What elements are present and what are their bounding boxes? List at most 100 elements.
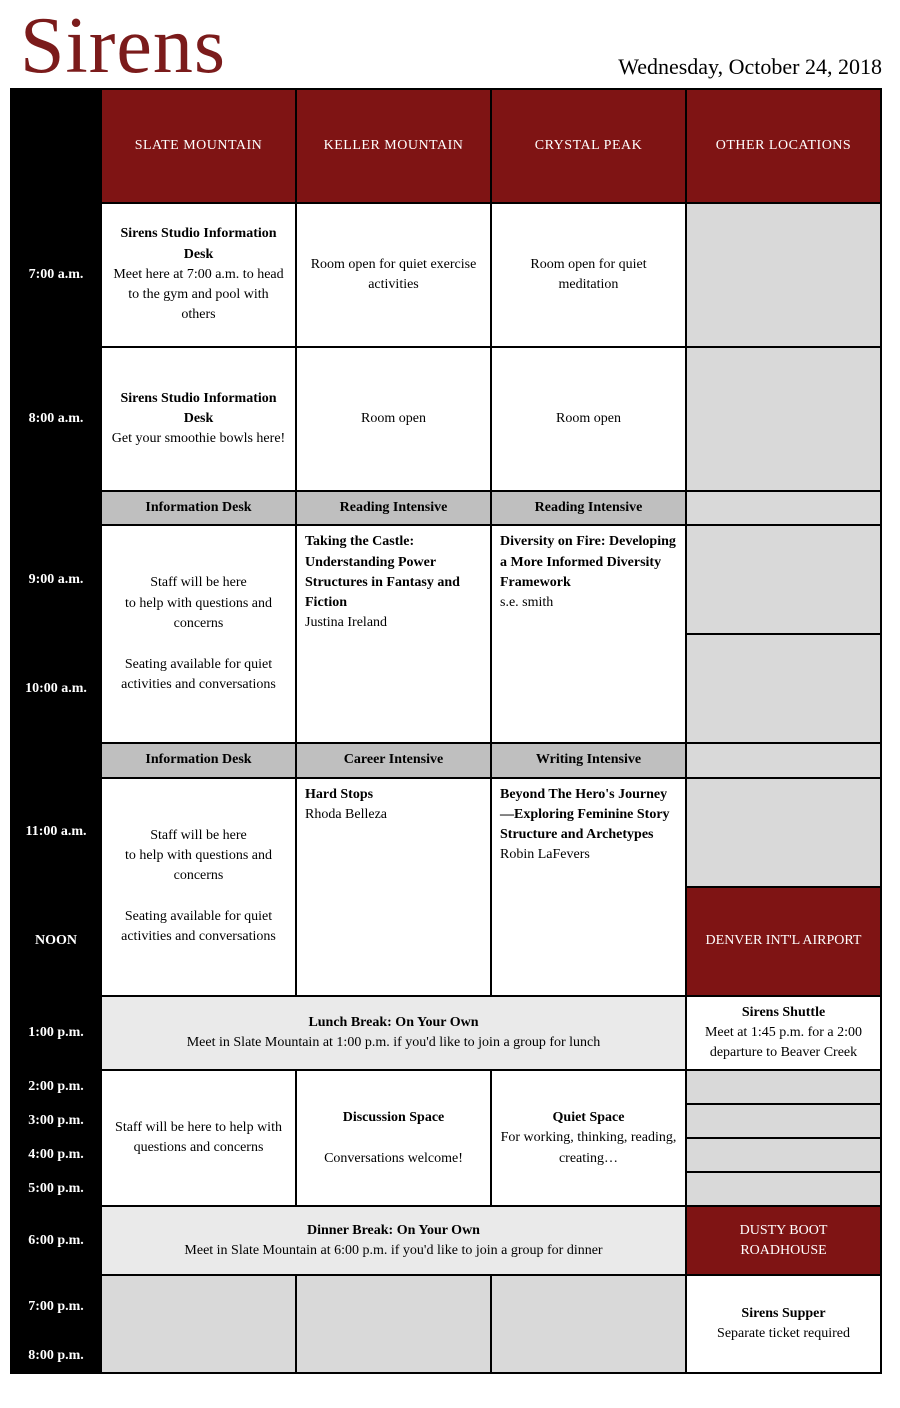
- time-1800: 6:00 p.m.: [11, 1206, 101, 1275]
- keller-0900-presenter: Justina Ireland: [305, 615, 387, 630]
- band-row-1: Information Desk Reading Intensive Readi…: [11, 491, 881, 525]
- other-1400: [686, 1070, 881, 1104]
- band1-keller: Reading Intensive: [296, 491, 491, 525]
- col-crystal: CRYSTAL PEAK: [491, 89, 686, 203]
- keller-0900: Taking the Castle: Understanding Power S…: [296, 525, 491, 743]
- time-0700: 7:00 a.m.: [11, 203, 101, 347]
- time-noon: NOON: [11, 887, 101, 996]
- other-1100: [686, 778, 881, 887]
- keller-0900-title: Taking the Castle: Understanding Power S…: [305, 534, 460, 610]
- slate-0700: Sirens Studio Information Desk Meet here…: [101, 203, 296, 347]
- band1-time: [11, 491, 101, 525]
- keller-afternoon: Discussion Space Conversations welcome!: [296, 1070, 491, 1206]
- lunch-cell: Lunch Break: On Your Own Meet in Slate M…: [101, 996, 686, 1071]
- keller-1100-presenter: Rhoda Belleza: [305, 807, 387, 822]
- slate-0800-title: Sirens Studio Information Desk: [120, 391, 276, 426]
- lunch-title: Lunch Break: On Your Own: [308, 1015, 478, 1030]
- other-1500: [686, 1104, 881, 1138]
- keller-1100-title: Hard Stops: [305, 787, 373, 802]
- band-row-2: Information Desk Career Intensive Writin…: [11, 743, 881, 777]
- col-other: OTHER LOCATIONS: [686, 89, 881, 203]
- other-1000: [686, 634, 881, 743]
- time-1000: 10:00 a.m.: [11, 634, 101, 743]
- row-1100: 11:00 a.m. Staff will be here to help wi…: [11, 778, 881, 887]
- time-1600: 4:00 p.m.: [11, 1138, 101, 1172]
- other-0900: [686, 525, 881, 634]
- header: Sirens Wednesday, October 24, 2018: [10, 10, 882, 82]
- crystal-evening: [491, 1275, 686, 1373]
- other-1700: [686, 1172, 881, 1206]
- slate-0800-body: Get your smoothie bowls here!: [112, 431, 285, 446]
- slate-0900: Staff will be here to help with question…: [101, 525, 296, 743]
- shuttle-title: Sirens Shuttle: [742, 1005, 825, 1020]
- other-1300: Sirens Shuttle Meet at 1:45 p.m. for a 2…: [686, 996, 881, 1071]
- band2-crystal: Writing Intensive: [491, 743, 686, 777]
- time-1400: 2:00 p.m.: [11, 1070, 101, 1104]
- dinner-title: Dinner Break: On Your Own: [307, 1223, 480, 1238]
- time-1700: 5:00 p.m.: [11, 1172, 101, 1206]
- page: Sirens Wednesday, October 24, 2018 SLATE…: [0, 0, 900, 1404]
- band1-crystal: Reading Intensive: [491, 491, 686, 525]
- header-row: SLATE MOUNTAIN KELLER MOUNTAIN CRYSTAL P…: [11, 89, 881, 203]
- row-1400: 2:00 p.m. Staff will be here to help wit…: [11, 1070, 881, 1104]
- slate-0800: Sirens Studio Information Desk Get your …: [101, 347, 296, 491]
- row-0700: 7:00 a.m. Sirens Studio Information Desk…: [11, 203, 881, 347]
- schedule-table: SLATE MOUNTAIN KELLER MOUNTAIN CRYSTAL P…: [10, 88, 882, 1374]
- supper-body: Separate ticket required: [717, 1326, 850, 1341]
- time-1900: 7:00 p.m.: [11, 1275, 101, 1339]
- slate-evening: [101, 1275, 296, 1373]
- crystal-0900: Diversity on Fire: Developing a More Inf…: [491, 525, 686, 743]
- shuttle-body: Meet at 1:45 p.m. for a 2:00 departure t…: [705, 1025, 862, 1060]
- row-0800: 8:00 a.m. Sirens Studio Information Desk…: [11, 347, 881, 491]
- crystal-afternoon-title: Quiet Space: [553, 1110, 625, 1125]
- row-1300: 1:00 p.m. Lunch Break: On Your Own Meet …: [11, 996, 881, 1071]
- crystal-1100-presenter: Robin LaFevers: [500, 847, 590, 862]
- other-1600: [686, 1138, 881, 1172]
- other-0800: [686, 347, 881, 491]
- dinner-body: Meet in Slate Mountain at 6:00 p.m. if y…: [184, 1243, 602, 1258]
- slate-0900-l2: to help with questions and concerns: [125, 596, 272, 631]
- other-0700: [686, 203, 881, 347]
- slate-0700-title: Sirens Studio Information Desk: [120, 226, 276, 261]
- slate-1100: Staff will be here to help with question…: [101, 778, 296, 996]
- lunch-body: Meet in Slate Mountain at 1:00 p.m. if y…: [187, 1035, 601, 1050]
- band2-slate: Information Desk: [101, 743, 296, 777]
- slate-0900-l1: Staff will be here: [150, 575, 247, 590]
- time-1100: 11:00 a.m.: [11, 778, 101, 887]
- keller-evening: [296, 1275, 491, 1373]
- col-keller: KELLER MOUNTAIN: [296, 89, 491, 203]
- col-slate: SLATE MOUNTAIN: [101, 89, 296, 203]
- keller-afternoon-body: Conversations welcome!: [324, 1151, 463, 1166]
- other-evening: Sirens Supper Separate ticket required: [686, 1275, 881, 1373]
- crystal-0700: Room open for quiet meditation: [491, 203, 686, 347]
- band2-keller: Career Intensive: [296, 743, 491, 777]
- crystal-1100: Beyond The Hero's Journey—Exploring Femi…: [491, 778, 686, 996]
- keller-0700: Room open for quiet exercise activities: [296, 203, 491, 347]
- other-noon: DENVER INT'L AIRPORT: [686, 887, 881, 996]
- slate-1100-l2: to help with questions and concerns: [125, 848, 272, 883]
- slate-1100-l3: Seating available for quiet activities a…: [121, 909, 276, 944]
- corner-blank: [11, 89, 101, 203]
- logo: Sirens: [10, 10, 226, 82]
- slate-0900-l3: Seating available for quiet activities a…: [121, 657, 276, 692]
- crystal-0800: Room open: [491, 347, 686, 491]
- slate-afternoon: Staff will be here to help with question…: [101, 1070, 296, 1206]
- time-0900: 9:00 a.m.: [11, 525, 101, 634]
- time-1300: 1:00 p.m.: [11, 996, 101, 1071]
- crystal-0900-presenter: s.e. smith: [500, 595, 553, 610]
- time-0800: 8:00 a.m.: [11, 347, 101, 491]
- band2-time: [11, 743, 101, 777]
- band1-slate: Information Desk: [101, 491, 296, 525]
- other-1800: DUSTY BOOT ROADHOUSE: [686, 1206, 881, 1275]
- keller-0800: Room open: [296, 347, 491, 491]
- row-0900: 9:00 a.m. Staff will be here to help wit…: [11, 525, 881, 634]
- dinner-cell: Dinner Break: On Your Own Meet in Slate …: [101, 1206, 686, 1275]
- slate-1100-l1: Staff will be here: [150, 828, 247, 843]
- band1-other: [686, 491, 881, 525]
- time-1500: 3:00 p.m.: [11, 1104, 101, 1138]
- supper-title: Sirens Supper: [741, 1306, 825, 1321]
- row-1900: 7:00 p.m. Sirens Supper Separate ticket …: [11, 1275, 881, 1339]
- band2-other: [686, 743, 881, 777]
- crystal-0900-title: Diversity on Fire: Developing a More Inf…: [500, 534, 676, 590]
- crystal-afternoon: Quiet Space For working, thinking, readi…: [491, 1070, 686, 1206]
